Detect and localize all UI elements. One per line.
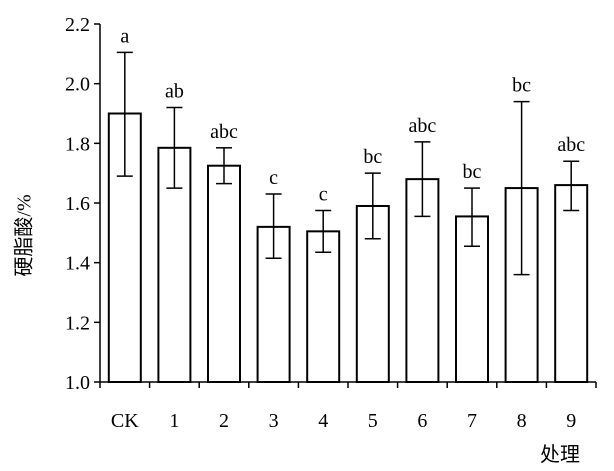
- y-tick-label: 1.8: [65, 133, 90, 155]
- significance-letter: c: [319, 183, 328, 205]
- bar: [355, 204, 390, 383]
- bars: [107, 112, 589, 383]
- x-tick-label: 5: [368, 410, 378, 432]
- y-axis: 1.0 1.2 1.4 1.6 1.8 2.0 2.2: [65, 14, 101, 394]
- significance-letter: bc: [363, 146, 382, 168]
- y-tick-label: 1.4: [65, 253, 90, 275]
- y-tick-label: 1.6: [65, 193, 90, 215]
- x-tick-label: 2: [219, 410, 229, 432]
- x-tick-label: 3: [269, 410, 279, 432]
- x-tick-label: 4: [318, 410, 328, 432]
- x-tick-label: CK: [111, 410, 139, 432]
- significance-letter: a: [120, 25, 129, 47]
- bar: [554, 184, 589, 383]
- error-bars: [116, 51, 580, 276]
- y-tick-label: 2.2: [65, 14, 90, 36]
- y-axis-title-wrap: 硬脂酸/%: [2, 145, 42, 325]
- significance-letter: c: [269, 167, 278, 189]
- significance-letter: ab: [165, 81, 184, 103]
- x-axis: CK 1 2 3 4 5 6 7 8 9: [99, 381, 597, 432]
- x-tick-label: 8: [517, 410, 527, 432]
- significance-letter: bc: [463, 161, 482, 183]
- significance-letter: abc: [557, 134, 585, 156]
- significance-letter: abc: [409, 115, 437, 137]
- x-tick-label: 7: [467, 410, 477, 432]
- bar: [405, 178, 440, 383]
- significance-letters: a ab abc c c bc abc bc bc abc: [120, 25, 585, 205]
- x-tick-label: 6: [417, 410, 427, 432]
- x-axis-title: 处理: [540, 444, 580, 466]
- x-tick-label: 9: [566, 410, 576, 432]
- significance-letter: abc: [210, 121, 238, 143]
- y-tick-label: 1.0: [65, 372, 90, 394]
- bar: [306, 230, 341, 383]
- y-tick-label: 2.0: [65, 74, 90, 96]
- y-axis-title: 硬脂酸/%: [13, 193, 36, 277]
- y-tick-label: 1.2: [65, 312, 90, 334]
- x-tick-label: 1: [169, 410, 179, 432]
- significance-letter: bc: [512, 75, 531, 97]
- bar: [207, 164, 241, 383]
